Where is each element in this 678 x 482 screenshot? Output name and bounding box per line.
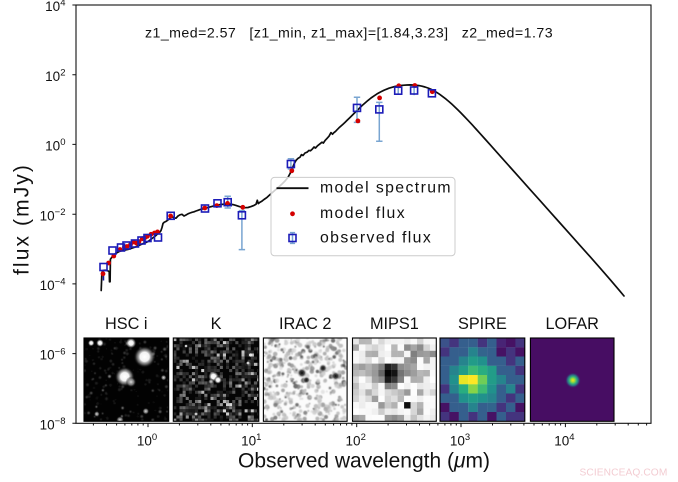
svg-text:102: 102 bbox=[346, 432, 366, 448]
svg-text:SPIRE: SPIRE bbox=[458, 315, 507, 333]
svg-text:102: 102 bbox=[45, 67, 65, 83]
svg-text:10−4: 10−4 bbox=[40, 277, 66, 293]
svg-text:10−8: 10−8 bbox=[40, 416, 66, 432]
svg-text:LOFAR: LOFAR bbox=[546, 315, 599, 333]
svg-text:103: 103 bbox=[450, 432, 470, 448]
svg-text:SCIENCEAQ.COM: SCIENCEAQ.COM bbox=[580, 468, 668, 479]
svg-text:flux (mJy): flux (mJy) bbox=[11, 163, 34, 275]
svg-text:Observed wavelength (μm): Observed wavelength (μm) bbox=[238, 450, 490, 473]
svg-text:100: 100 bbox=[45, 137, 65, 153]
svg-text:104: 104 bbox=[554, 432, 574, 448]
svg-text:HSC i: HSC i bbox=[105, 315, 148, 333]
svg-text:observed flux: observed flux bbox=[320, 230, 432, 247]
svg-text:100: 100 bbox=[137, 432, 157, 448]
svg-text:model spectrum: model spectrum bbox=[320, 179, 452, 196]
svg-text:z1_med=2.57 [z1_min, z1_max]: z1_med=2.57 [z1_min, z1_max]=[1.84,3.23]… bbox=[145, 26, 553, 42]
svg-text:10−2: 10−2 bbox=[40, 207, 66, 223]
svg-text:K: K bbox=[211, 315, 222, 333]
svg-text:MIPS1: MIPS1 bbox=[370, 315, 419, 333]
svg-text:IRAC 2: IRAC 2 bbox=[279, 315, 331, 333]
svg-text:101: 101 bbox=[241, 432, 261, 448]
svg-text:model flux: model flux bbox=[320, 205, 406, 222]
svg-text:104: 104 bbox=[45, 0, 65, 14]
svg-text:10−6: 10−6 bbox=[40, 346, 66, 362]
